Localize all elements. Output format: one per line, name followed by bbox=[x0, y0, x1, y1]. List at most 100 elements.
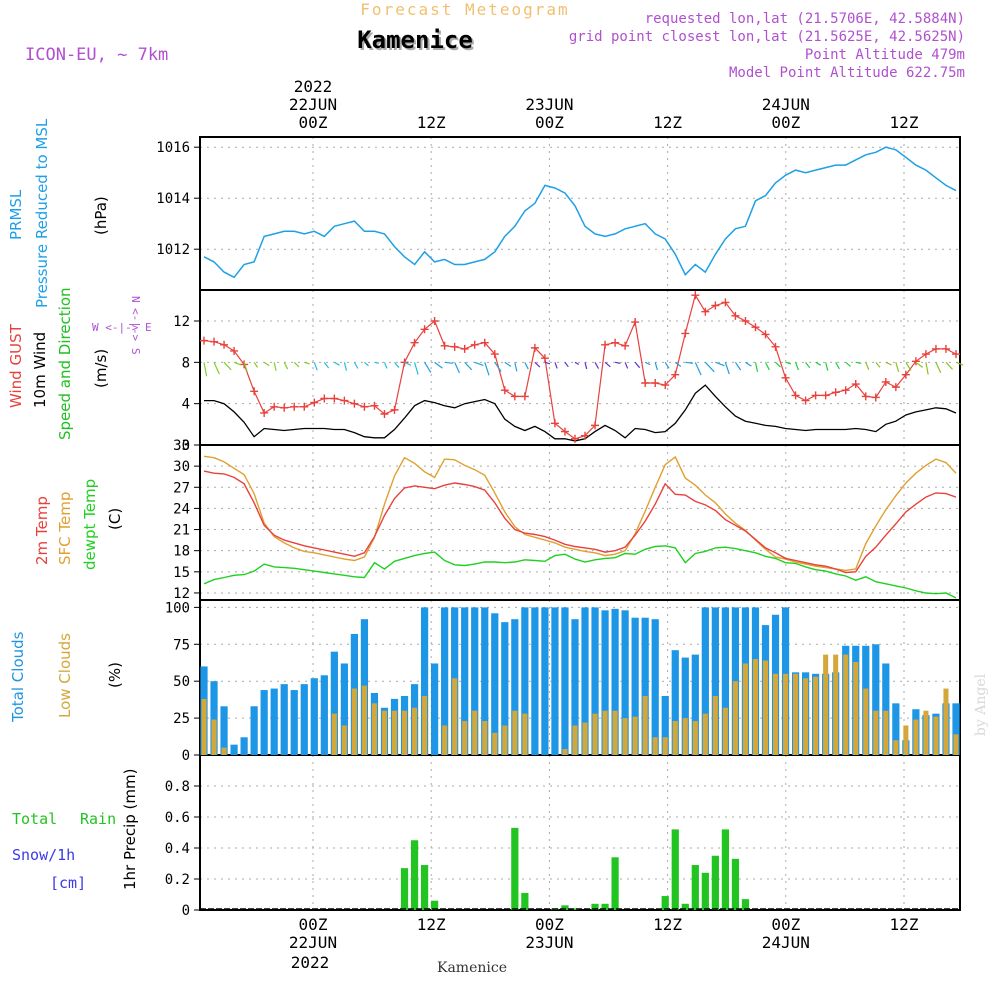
temp-ytick-label: 12 bbox=[173, 586, 190, 602]
bottom-date-label: 24JUN bbox=[762, 933, 810, 952]
low-cloud-bar bbox=[592, 713, 598, 755]
credit-watermark: by Angel bbox=[973, 673, 989, 736]
low-cloud-bar bbox=[702, 713, 708, 755]
bottom-date-label: 22JUN bbox=[289, 933, 337, 952]
top-time-label: 00Z bbox=[535, 113, 564, 132]
gust-marker bbox=[450, 342, 459, 351]
rain-bar bbox=[410, 840, 419, 910]
top-time-label: 00Z bbox=[299, 113, 328, 132]
gust-marker bbox=[280, 403, 289, 412]
bottom-time-label: 00Z bbox=[299, 915, 328, 934]
gust-marker bbox=[340, 396, 349, 405]
wind-arrow bbox=[875, 361, 881, 368]
bottom-time-label: 12Z bbox=[417, 915, 446, 934]
gust-marker bbox=[901, 370, 910, 379]
gust-marker bbox=[390, 405, 399, 414]
total-cloud-bar bbox=[501, 622, 509, 755]
low-cloud-bar bbox=[772, 673, 779, 755]
wind-arrow bbox=[273, 362, 277, 371]
temp-ytick-label: 18 bbox=[173, 544, 190, 560]
gust-marker bbox=[881, 377, 890, 386]
gust-marker bbox=[220, 340, 229, 349]
model-label: ICON-EU, ~ 7km bbox=[25, 45, 168, 65]
gust-marker bbox=[781, 373, 790, 382]
gust-marker bbox=[410, 338, 419, 347]
total-cloud-bar bbox=[551, 607, 559, 755]
wind-arrow bbox=[404, 361, 412, 366]
compass-n: N bbox=[129, 296, 142, 303]
wind-arrow bbox=[825, 362, 829, 371]
bottom-time-label: 12Z bbox=[653, 915, 682, 934]
total-cloud-bar bbox=[471, 607, 479, 755]
low-cloud-bar bbox=[953, 734, 959, 755]
top-time-label: 12Z bbox=[417, 113, 446, 132]
wind-arrow bbox=[865, 362, 870, 370]
wind-arrow bbox=[624, 362, 629, 369]
wind-arrow bbox=[594, 362, 600, 369]
low-cloud-bar bbox=[331, 713, 337, 755]
wind-arrow bbox=[745, 361, 752, 367]
low-cloud-bar bbox=[482, 721, 488, 755]
gust-marker bbox=[931, 344, 940, 353]
total-cloud-bar bbox=[581, 607, 589, 755]
wind-arrow bbox=[734, 361, 742, 371]
wind-arrow bbox=[855, 361, 862, 365]
top-time-label: 12Z bbox=[890, 113, 919, 132]
gust-marker bbox=[681, 329, 690, 338]
wind-frame bbox=[199, 289, 961, 446]
rain-bar bbox=[561, 905, 569, 910]
gust-marker bbox=[250, 387, 259, 396]
wind-arrow bbox=[805, 361, 811, 369]
total-cloud-bar bbox=[681, 657, 689, 755]
wind-arrow bbox=[534, 361, 541, 368]
wind-arrow bbox=[835, 362, 840, 370]
wind-arrow bbox=[554, 362, 558, 369]
low-cloud-bar bbox=[853, 662, 859, 755]
gust-marker bbox=[260, 408, 269, 417]
gust-marker bbox=[210, 337, 219, 346]
wind-arrow bbox=[715, 361, 725, 367]
total-cloud-bar bbox=[892, 703, 900, 755]
temp-ytick-label: 27 bbox=[173, 480, 190, 496]
wind-arrow bbox=[845, 361, 851, 367]
wind-labels: Wind GUST 10m Wind Speed and Direction (… bbox=[7, 287, 152, 440]
compass-we: W <-|-> E bbox=[92, 321, 152, 334]
precip-axis-label: 1hr Precip (mm) bbox=[121, 769, 139, 890]
wind-arrow bbox=[334, 361, 340, 366]
top-time-label: 00Z bbox=[771, 113, 800, 132]
gust-marker bbox=[741, 317, 750, 325]
total-cloud-bar bbox=[320, 675, 328, 755]
compass-bar: <-|-> bbox=[129, 308, 142, 341]
wind-arrow bbox=[353, 362, 359, 369]
top-year: 2022 bbox=[294, 77, 333, 96]
wind-arrow bbox=[694, 362, 702, 376]
gust-marker bbox=[701, 307, 710, 316]
wind-arrow bbox=[764, 362, 770, 371]
low-cloud-bar bbox=[572, 725, 578, 755]
gust-marker bbox=[300, 402, 309, 411]
temp-ytick-label: 33 bbox=[173, 438, 190, 454]
low-cloud-bar bbox=[732, 681, 738, 755]
total-cloud-bar bbox=[872, 644, 880, 755]
wind-arrow bbox=[895, 362, 900, 373]
total-cloud-bar bbox=[882, 663, 890, 755]
pressure-ytick-label: 1012 bbox=[156, 242, 190, 258]
total-cloud-bar bbox=[431, 663, 439, 755]
gust-marker bbox=[871, 393, 880, 402]
total-cloud-bar bbox=[641, 617, 649, 755]
cloud-labels: Total Clouds Low Clouds (%) bbox=[9, 631, 124, 723]
snow-unit: [cm] bbox=[50, 874, 86, 892]
low-cloud-bar bbox=[632, 716, 638, 755]
wind-gust-label: Wind GUST bbox=[7, 323, 25, 408]
gust-marker bbox=[891, 383, 900, 392]
total-cloud-bar bbox=[631, 617, 639, 755]
pressure-line bbox=[203, 146, 957, 279]
wind-arrow bbox=[795, 362, 799, 371]
top-time-label: 12Z bbox=[653, 113, 682, 132]
gust-marker bbox=[530, 343, 539, 352]
rain-bar bbox=[711, 855, 719, 910]
gust-marker bbox=[711, 301, 720, 310]
low-cloud-bar bbox=[412, 707, 418, 755]
snow-label: Snow/1h bbox=[12, 846, 75, 864]
wind-arrow bbox=[413, 362, 419, 375]
